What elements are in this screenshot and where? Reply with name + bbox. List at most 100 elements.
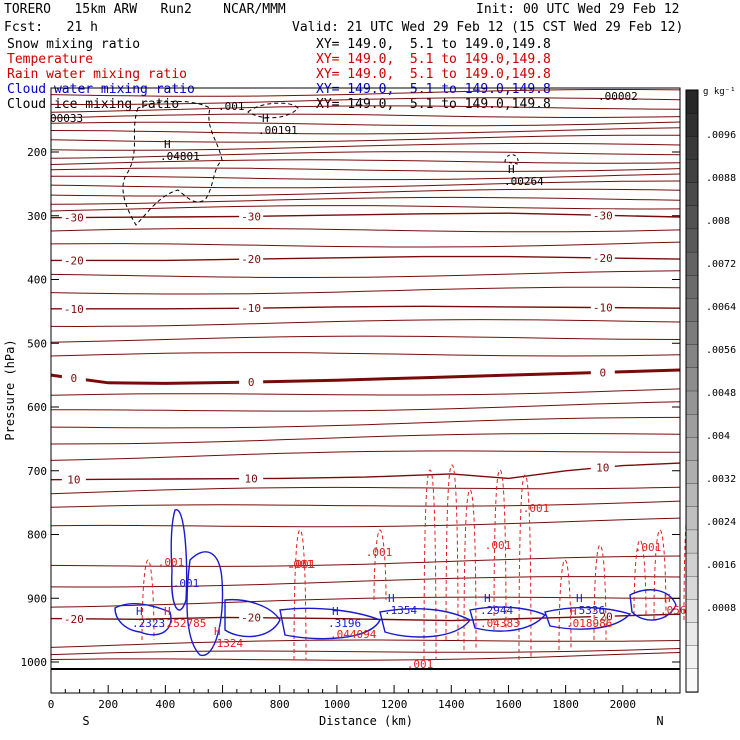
colorbar-swatch — [685, 298, 699, 323]
colorbar-label: .0064 — [706, 302, 736, 313]
contour-label-bg — [61, 211, 86, 223]
isotherm-line — [50, 450, 680, 461]
contour-label-bg — [61, 612, 86, 624]
colorbar-swatch — [685, 136, 699, 161]
isotherm-line — [50, 167, 681, 172]
y-tick-label: 500 — [27, 337, 47, 350]
rain-contour-label: .001 — [287, 558, 314, 571]
max-marker: H — [332, 605, 339, 618]
isotherm-line — [51, 401, 681, 412]
temperature-contour-label: -10 — [241, 302, 261, 315]
isotherm-line — [50, 555, 681, 567]
max-value-label: .00191 — [258, 124, 298, 137]
isotherm-line — [50, 596, 681, 608]
max-value-label: .044094 — [330, 628, 377, 641]
max-value-label: .1324 — [210, 637, 243, 650]
temperature-contour-label: -20 — [241, 612, 261, 625]
max-marker: H — [164, 138, 171, 151]
y-tick-label: 400 — [27, 274, 47, 287]
colorbar-swatch — [685, 529, 699, 554]
colorbar-label: .0016 — [706, 560, 736, 571]
y-axis-label: Pressure (hPa) — [3, 339, 17, 440]
max-value-label: .2323 — [132, 617, 165, 630]
max-marker: H — [576, 592, 583, 605]
rain-contour — [558, 559, 572, 651]
temperature-contour-label: 0 — [248, 376, 255, 389]
field-coords: XY= 149.0, 5.1 to 149.0,149.8 — [316, 37, 551, 52]
x-tick-label: 400 — [155, 698, 175, 711]
contour-label-bg — [61, 302, 86, 314]
colorbar-swatch — [685, 552, 699, 577]
y-tick-label: 1000 — [21, 656, 48, 669]
y-tick-label: 600 — [27, 401, 47, 414]
contour-label-bg — [239, 253, 264, 265]
isotherm-line — [50, 180, 681, 189]
colorbar-label: .004 — [706, 431, 730, 442]
isotherm-line — [50, 205, 681, 212]
contour-label-bg — [61, 473, 86, 485]
valid-time: Valid: 21 UTC Wed 29 Feb 12 (15 CST Wed … — [292, 20, 684, 35]
temperature-contour-label: -20 — [241, 253, 261, 266]
colorbar-swatch — [685, 576, 699, 601]
colorbar-swatch — [685, 113, 699, 137]
max-value-label: .252785 — [160, 617, 206, 630]
rain-contour — [423, 469, 437, 661]
isotherm-line — [50, 352, 681, 357]
isotherm-line — [50, 388, 681, 396]
isotherm-line — [50, 227, 681, 233]
colorbar-swatch — [685, 437, 699, 462]
colorbar-swatch — [685, 321, 699, 346]
isotherm-line — [50, 89, 681, 97]
rain-contour — [518, 474, 532, 661]
max-value-label: .5336 — [572, 604, 605, 617]
rain-contour — [293, 529, 307, 661]
colorbar-swatch — [685, 460, 699, 485]
field-label: Snow mixing ratio — [7, 37, 141, 52]
rain-contour-label: .001 — [407, 658, 434, 671]
x-tick-label: 2000 — [610, 698, 637, 711]
temperature-contour — [51, 305, 681, 310]
y-tick-label: 700 — [27, 465, 47, 478]
cloud-water-contour — [379, 608, 472, 638]
isotherm-line — [50, 241, 681, 248]
isotherm-line — [50, 134, 681, 143]
isotherm-line — [50, 159, 681, 165]
rain-contour — [445, 464, 459, 641]
colorbar-label: .0096 — [706, 130, 736, 141]
x-tick-label: 600 — [213, 698, 233, 711]
temperature-contour-label: -30 — [241, 210, 261, 223]
temperature-contour-label: 10 — [67, 474, 80, 487]
max-marker: H — [484, 592, 491, 605]
colorbar-label: .0048 — [706, 388, 736, 399]
colorbar-label: .0024 — [706, 517, 736, 528]
isotherm-line — [50, 142, 681, 151]
contour-label-bg — [590, 610, 615, 622]
temperature-contour-label: -20 — [64, 254, 84, 267]
x-tick-label: 800 — [270, 698, 290, 711]
colorbar-swatch — [685, 251, 699, 276]
temperature-contour-label: -20 — [593, 610, 613, 623]
max-marker: H — [164, 605, 171, 618]
colorbar-label: .008 — [706, 216, 730, 227]
isotherm-line — [50, 500, 681, 508]
rain-contour-label: .001 — [158, 556, 185, 569]
rain-contour-label: .001 — [366, 546, 393, 559]
cloud-water-contour — [629, 589, 677, 621]
max-value-label: .04383 — [480, 617, 520, 630]
cloud-water-contour — [114, 602, 172, 636]
colorbar-swatch — [685, 367, 699, 392]
isotherm-line — [50, 151, 681, 159]
max-value-label: .1354 — [384, 604, 417, 617]
temperature-contour — [51, 255, 681, 262]
colorbar-swatch — [685, 622, 699, 647]
max-marker: H — [214, 625, 221, 638]
max-value-label: .056 — [660, 604, 687, 617]
contour-label-bg — [239, 472, 264, 484]
contour-label-bg — [590, 366, 615, 378]
x-tick-label: 1400 — [438, 698, 465, 711]
max-value-label: .04801 — [160, 150, 200, 163]
field-coords: XY= 149.0, 5.1 to 149.0,149.8 — [316, 67, 551, 82]
left-endpoint-label: S — [82, 714, 89, 728]
max-marker: H — [664, 592, 671, 605]
